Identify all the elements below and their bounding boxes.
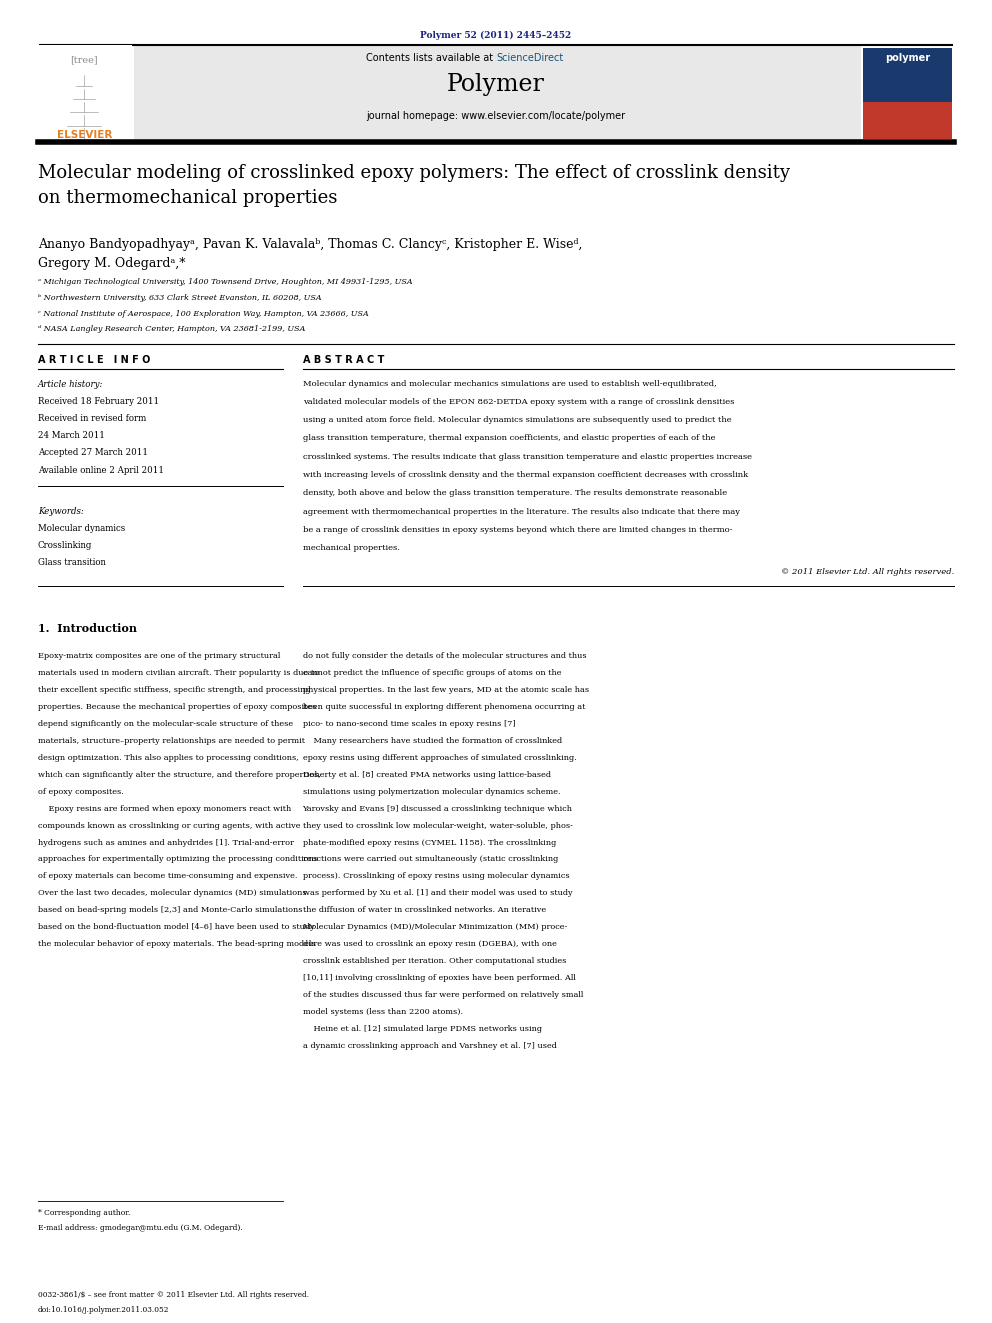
Text: [10,11] involving crosslinking of epoxies have been performed. All: [10,11] involving crosslinking of epoxie… bbox=[303, 974, 575, 982]
Text: been quite successful in exploring different phenomena occurring at: been quite successful in exploring diffe… bbox=[303, 703, 585, 710]
Text: Polymer: Polymer bbox=[447, 73, 545, 95]
Text: Contents lists available at: Contents lists available at bbox=[366, 53, 496, 64]
Text: Epoxy resins are formed when epoxy monomers react with: Epoxy resins are formed when epoxy monom… bbox=[38, 804, 291, 812]
Text: the molecular behavior of epoxy materials. The bead-spring models: the molecular behavior of epoxy material… bbox=[38, 941, 315, 949]
Text: approaches for experimentally optimizing the processing conditions: approaches for experimentally optimizing… bbox=[38, 856, 317, 864]
Text: A B S T R A C T: A B S T R A C T bbox=[303, 355, 384, 365]
Text: Molecular Dynamics (MD)/Molecular Minimization (MM) proce-: Molecular Dynamics (MD)/Molecular Minimi… bbox=[303, 923, 566, 931]
Text: density, both above and below the glass transition temperature. The results demo: density, both above and below the glass … bbox=[303, 490, 727, 497]
FancyBboxPatch shape bbox=[38, 45, 132, 142]
Text: Yarovsky and Evans [9] discussed a crosslinking technique which: Yarovsky and Evans [9] discussed a cross… bbox=[303, 804, 572, 812]
Text: dure was used to crosslink an epoxy resin (DGEBA), with one: dure was used to crosslink an epoxy resi… bbox=[303, 941, 557, 949]
Text: Received 18 February 2011: Received 18 February 2011 bbox=[38, 397, 159, 406]
Text: Doherty et al. [8] created PMA networks using lattice-based: Doherty et al. [8] created PMA networks … bbox=[303, 771, 551, 779]
Text: design optimization. This also applies to processing conditions,: design optimization. This also applies t… bbox=[38, 754, 299, 762]
Text: using a united atom force field. Molecular dynamics simulations are subsequently: using a united atom force field. Molecul… bbox=[303, 417, 731, 425]
Text: Received in revised form: Received in revised form bbox=[38, 414, 146, 423]
Text: journal homepage: www.elsevier.com/locate/polymer: journal homepage: www.elsevier.com/locat… bbox=[366, 111, 626, 122]
Text: ᶜ National Institute of Aerospace, 100 Exploration Way, Hampton, VA 23666, USA: ᶜ National Institute of Aerospace, 100 E… bbox=[38, 310, 368, 318]
Text: properties. Because the mechanical properties of epoxy composites: properties. Because the mechanical prope… bbox=[38, 703, 316, 710]
Text: reactions were carried out simultaneously (static crosslinking: reactions were carried out simultaneousl… bbox=[303, 856, 558, 864]
Text: ELSEVIER: ELSEVIER bbox=[57, 130, 112, 140]
Text: Heine et al. [12] simulated large PDMS networks using: Heine et al. [12] simulated large PDMS n… bbox=[303, 1025, 542, 1033]
Text: compounds known as crosslinking or curing agents, with active: compounds known as crosslinking or curin… bbox=[38, 822, 301, 830]
Text: 0032-3861/$ – see front matter © 2011 Elsevier Ltd. All rights reserved.: 0032-3861/$ – see front matter © 2011 El… bbox=[38, 1291, 309, 1299]
Text: Gregory M. Odegardᵃ,*: Gregory M. Odegardᵃ,* bbox=[38, 257, 186, 270]
Text: Polymer 52 (2011) 2445–2452: Polymer 52 (2011) 2445–2452 bbox=[421, 30, 571, 40]
Text: ᵇ Northwestern University, 633 Clark Street Evanston, IL 60208, USA: ᵇ Northwestern University, 633 Clark Str… bbox=[38, 294, 321, 302]
Text: model systems (less than 2200 atoms).: model systems (less than 2200 atoms). bbox=[303, 1008, 462, 1016]
Text: Glass transition: Glass transition bbox=[38, 558, 105, 568]
Text: Ananyo Bandyopadhyayᵃ, Pavan K. Valavalaᵇ, Thomas C. Clancyᶜ, Kristopher E. Wise: Ananyo Bandyopadhyayᵃ, Pavan K. Valavala… bbox=[38, 238, 582, 251]
Text: was performed by Xu et al. [1] and their model was used to study: was performed by Xu et al. [1] and their… bbox=[303, 889, 572, 897]
FancyBboxPatch shape bbox=[134, 45, 861, 142]
Text: of the studies discussed thus far were performed on relatively small: of the studies discussed thus far were p… bbox=[303, 991, 583, 999]
Text: materials used in modern civilian aircraft. Their popularity is due to: materials used in modern civilian aircra… bbox=[38, 669, 318, 677]
Text: Many researchers have studied the formation of crosslinked: Many researchers have studied the format… bbox=[303, 737, 561, 745]
Text: with increasing levels of crosslink density and the thermal expansion coefficien: with increasing levels of crosslink dens… bbox=[303, 471, 748, 479]
Text: ᵈ NASA Langley Research Center, Hampton, VA 23681-2199, USA: ᵈ NASA Langley Research Center, Hampton,… bbox=[38, 325, 306, 333]
Text: their excellent specific stiffness, specific strength, and processing: their excellent specific stiffness, spec… bbox=[38, 687, 310, 695]
FancyBboxPatch shape bbox=[863, 48, 952, 139]
Text: mechanical properties.: mechanical properties. bbox=[303, 544, 400, 552]
Text: * Corresponding author.: * Corresponding author. bbox=[38, 1209, 130, 1217]
Text: which can significantly alter the structure, and therefore properties,: which can significantly alter the struct… bbox=[38, 771, 320, 779]
Text: Keywords:: Keywords: bbox=[38, 507, 83, 516]
Text: agreement with thermomechanical properties in the literature. The results also i: agreement with thermomechanical properti… bbox=[303, 508, 740, 516]
Text: © 2011 Elsevier Ltd. All rights reserved.: © 2011 Elsevier Ltd. All rights reserved… bbox=[781, 568, 954, 576]
Text: they used to crosslink low molecular-weight, water-soluble, phos-: they used to crosslink low molecular-wei… bbox=[303, 822, 572, 830]
Text: A R T I C L E   I N F O: A R T I C L E I N F O bbox=[38, 355, 150, 365]
Text: glass transition temperature, thermal expansion coefficients, and elastic proper: glass transition temperature, thermal ex… bbox=[303, 434, 715, 442]
Text: epoxy resins using different approaches of simulated crosslinking.: epoxy resins using different approaches … bbox=[303, 754, 576, 762]
Text: physical properties. In the last few years, MD at the atomic scale has: physical properties. In the last few yea… bbox=[303, 687, 588, 695]
Text: crosslinked systems. The results indicate that glass transition temperature and : crosslinked systems. The results indicat… bbox=[303, 452, 752, 460]
Text: phate-modified epoxy resins (CYMEL 1158). The crosslinking: phate-modified epoxy resins (CYMEL 1158)… bbox=[303, 839, 556, 847]
Text: polymer: polymer bbox=[885, 53, 930, 64]
Text: Article history:: Article history: bbox=[38, 380, 103, 389]
Text: based on bead-spring models [2,3] and Monte-Carlo simulations: based on bead-spring models [2,3] and Mo… bbox=[38, 906, 303, 914]
Text: depend significantly on the molecular-scale structure of these: depend significantly on the molecular-sc… bbox=[38, 720, 293, 728]
Text: be a range of crosslink densities in epoxy systems beyond which there are limite: be a range of crosslink densities in epo… bbox=[303, 525, 732, 533]
Text: a dynamic crosslinking approach and Varshney et al. [7] used: a dynamic crosslinking approach and Vars… bbox=[303, 1041, 557, 1049]
Text: doi:10.1016/j.polymer.2011.03.052: doi:10.1016/j.polymer.2011.03.052 bbox=[38, 1306, 169, 1314]
Text: Molecular dynamics: Molecular dynamics bbox=[38, 524, 125, 533]
Text: Molecular dynamics and molecular mechanics simulations are used to establish wel: Molecular dynamics and molecular mechani… bbox=[303, 380, 716, 388]
Text: the diffusion of water in crosslinked networks. An iterative: the diffusion of water in crosslinked ne… bbox=[303, 906, 546, 914]
Text: Molecular modeling of crosslinked epoxy polymers: The effect of crosslink densit: Molecular modeling of crosslinked epoxy … bbox=[38, 164, 790, 208]
Text: simulations using polymerization molecular dynamics scheme.: simulations using polymerization molecul… bbox=[303, 787, 560, 795]
Text: hydrogens such as amines and anhydrides [1]. Trial-and-error: hydrogens such as amines and anhydrides … bbox=[38, 839, 294, 847]
Text: cannot predict the influence of specific groups of atoms on the: cannot predict the influence of specific… bbox=[303, 669, 561, 677]
Text: Over the last two decades, molecular dynamics (MD) simulations: Over the last two decades, molecular dyn… bbox=[38, 889, 307, 897]
Text: ᵃ Michigan Technological University, 1400 Townsend Drive, Houghton, MI 49931-129: ᵃ Michigan Technological University, 140… bbox=[38, 278, 413, 286]
Text: materials, structure–property relationships are needed to permit: materials, structure–property relationsh… bbox=[38, 737, 305, 745]
Text: validated molecular models of the EPON 862-DETDA epoxy system with a range of cr: validated molecular models of the EPON 8… bbox=[303, 398, 734, 406]
Text: [tree]: [tree] bbox=[70, 56, 98, 65]
Text: based on the bond-fluctuation model [4–6] have been used to study: based on the bond-fluctuation model [4–6… bbox=[38, 923, 314, 931]
Text: of epoxy materials can become time-consuming and expensive.: of epoxy materials can become time-consu… bbox=[38, 872, 298, 880]
Text: crosslink established per iteration. Other computational studies: crosslink established per iteration. Oth… bbox=[303, 957, 565, 964]
FancyBboxPatch shape bbox=[863, 102, 952, 139]
Text: 24 March 2011: 24 March 2011 bbox=[38, 431, 104, 441]
Text: 1.  Introduction: 1. Introduction bbox=[38, 623, 137, 634]
Text: Accepted 27 March 2011: Accepted 27 March 2011 bbox=[38, 448, 148, 458]
Text: do not fully consider the details of the molecular structures and thus: do not fully consider the details of the… bbox=[303, 652, 586, 660]
Text: ScienceDirect: ScienceDirect bbox=[496, 53, 563, 64]
Text: process). Crosslinking of epoxy resins using molecular dynamics: process). Crosslinking of epoxy resins u… bbox=[303, 872, 569, 880]
Text: Crosslinking: Crosslinking bbox=[38, 541, 92, 550]
Text: E-mail address: gmodegar@mtu.edu (G.M. Odegard).: E-mail address: gmodegar@mtu.edu (G.M. O… bbox=[38, 1224, 242, 1232]
Text: Available online 2 April 2011: Available online 2 April 2011 bbox=[38, 466, 164, 475]
Text: Epoxy-matrix composites are one of the primary structural: Epoxy-matrix composites are one of the p… bbox=[38, 652, 280, 660]
Text: of epoxy composites.: of epoxy composites. bbox=[38, 787, 124, 795]
Text: pico- to nano-second time scales in epoxy resins [7]: pico- to nano-second time scales in epox… bbox=[303, 720, 515, 728]
